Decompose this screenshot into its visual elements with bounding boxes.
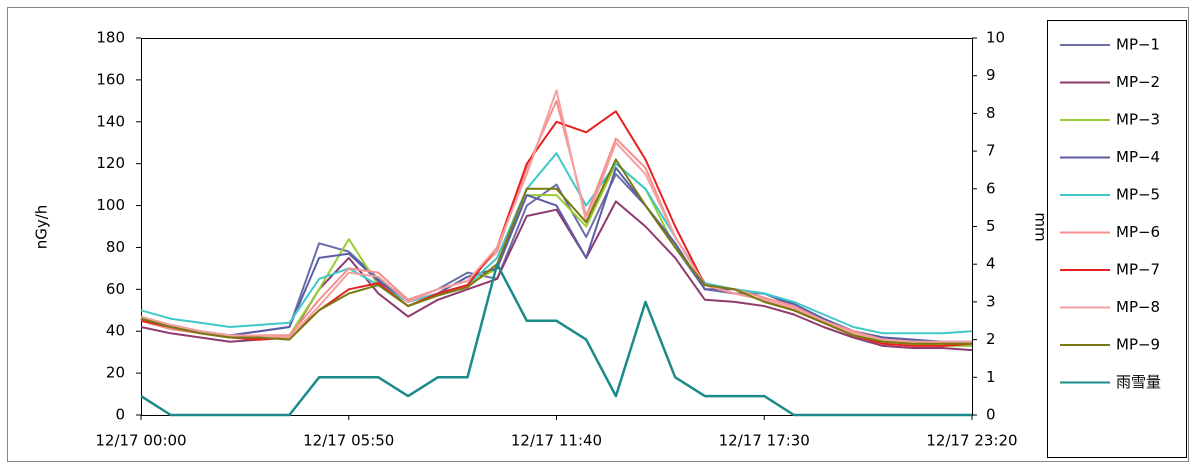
legend-label: MP−3 — [1116, 111, 1160, 129]
y2-tick-label: 5 — [986, 217, 996, 235]
y-tick-label: 100 — [96, 196, 125, 214]
x-tick-label: 12/17 23:20 — [926, 432, 1017, 450]
y-tick-label: 60 — [106, 280, 125, 298]
x-tick-label: 12/17 17:30 — [719, 432, 810, 450]
x-tick-label: 12/17 05:50 — [303, 432, 394, 450]
y2-tick-label: 7 — [986, 142, 996, 160]
y2-tick-label: 10 — [986, 29, 1005, 47]
legend-label: MP−6 — [1116, 223, 1160, 241]
x-tick-label: 12/17 00:00 — [95, 432, 186, 450]
legend-label: MP−1 — [1116, 36, 1160, 54]
legend-box — [1047, 20, 1187, 458]
y-tick-label: 140 — [96, 112, 125, 130]
y2-tick-label: 4 — [986, 255, 996, 273]
y2-tick-label: 2 — [986, 330, 996, 348]
y-axis-label: nGy/h — [33, 205, 51, 250]
legend-label: MP−4 — [1116, 148, 1160, 166]
legend-label: MP−5 — [1116, 186, 1160, 204]
series-line — [140, 166, 973, 345]
y-tick-label: 40 — [106, 322, 125, 340]
y2-tick-label: 0 — [986, 406, 996, 424]
y-tick-label: 20 — [106, 364, 125, 382]
legend-label: MP−9 — [1116, 336, 1160, 354]
legend-label: MP−8 — [1116, 298, 1160, 316]
series-line — [140, 152, 973, 335]
legend-label: 雨雪量 — [1116, 373, 1161, 391]
y2-tick-label: 1 — [986, 368, 996, 386]
series-line — [140, 262, 972, 417]
y-tick-label: 80 — [106, 238, 125, 256]
y-tick-label: 160 — [96, 70, 125, 88]
series-line — [140, 158, 972, 345]
y2-axis-label: mm — [1032, 212, 1050, 241]
legend-label: MP−2 — [1116, 73, 1160, 91]
series-line — [140, 89, 972, 343]
x-tick-label: 12/17 11:40 — [511, 432, 602, 450]
y-tick-label: 180 — [96, 29, 125, 47]
y-tick-label: 120 — [96, 154, 125, 172]
legend-label: MP−7 — [1116, 261, 1160, 279]
y2-tick-label: 9 — [986, 66, 996, 84]
y2-tick-label: 3 — [986, 292, 996, 310]
y2-tick-label: 8 — [986, 104, 996, 122]
y2-tick-label: 6 — [986, 179, 996, 197]
y-tick-label: 0 — [115, 406, 125, 424]
